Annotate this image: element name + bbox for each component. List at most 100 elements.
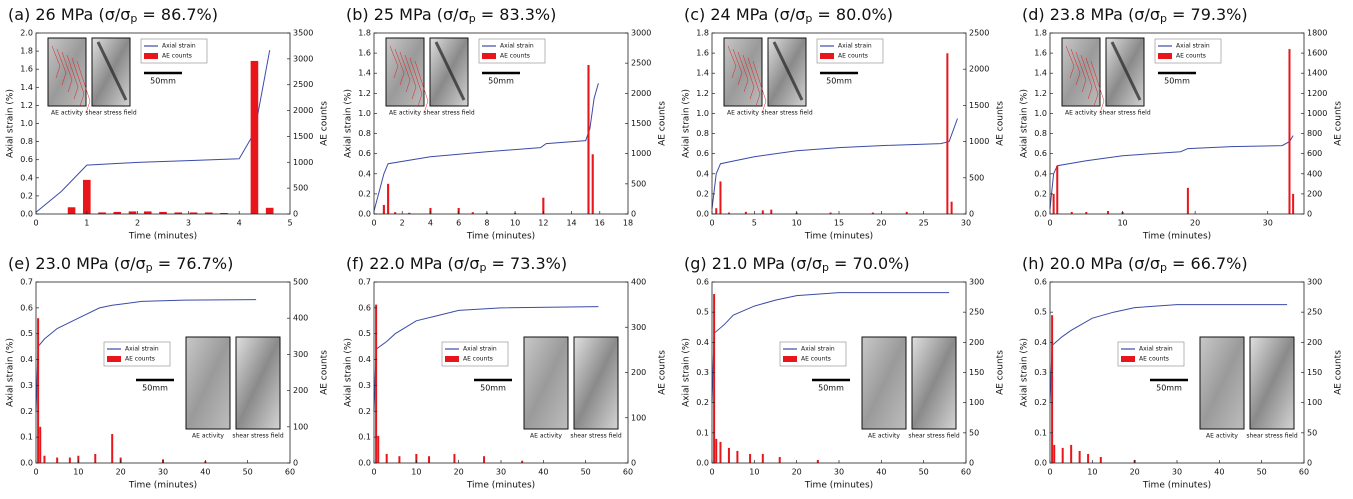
y-tick-label: 0.6 bbox=[358, 303, 371, 312]
y-axis-label: Axial strain (%) bbox=[1020, 89, 1030, 158]
title-subscript: p bbox=[1160, 12, 1167, 25]
y2-tick-label: 500 bbox=[293, 184, 308, 193]
x-tick-label: 14 bbox=[566, 219, 576, 228]
y-tick-label: 0.6 bbox=[358, 149, 371, 158]
y-tick-label: 0.4 bbox=[696, 338, 709, 347]
ae-bar bbox=[82, 179, 91, 214]
ae-bar bbox=[471, 212, 474, 214]
ae-bar bbox=[159, 211, 167, 214]
panel-title: (f) 22.0 MPa (σ/σp = 73.3%) bbox=[346, 254, 567, 275]
legend-label: Axial strain bbox=[801, 346, 835, 353]
y-tick-label: 0.2 bbox=[358, 189, 371, 198]
legend-label: Axial strain bbox=[500, 43, 534, 50]
crack-trace bbox=[1070, 48, 1081, 86]
ae-bar bbox=[715, 438, 718, 463]
crack-trace bbox=[737, 51, 749, 93]
ae-bar bbox=[1078, 450, 1081, 463]
legend-swatch bbox=[820, 53, 834, 59]
inset-ae-activity bbox=[523, 336, 569, 430]
y2-tick-label: 0 bbox=[631, 459, 636, 468]
ae-bar bbox=[744, 211, 747, 214]
ae-bar bbox=[542, 197, 545, 214]
ae-bar bbox=[250, 60, 259, 214]
ae-bar bbox=[1186, 187, 1189, 214]
legend-swatch bbox=[107, 356, 121, 362]
x-tick-label: 10 bbox=[411, 468, 421, 477]
crack-trace bbox=[394, 48, 405, 86]
x-tick-label: 20 bbox=[454, 468, 464, 477]
panel-title: (h) 20.0 MPa (σ/σp = 66.7%) bbox=[1022, 254, 1248, 275]
x-tick-label: 20 bbox=[792, 468, 802, 477]
y-tick-label: 0.0 bbox=[696, 210, 709, 219]
x-axis-label: Time (minutes) bbox=[466, 232, 535, 242]
x-tick-label: 50 bbox=[1257, 468, 1267, 477]
inset-ae-activity bbox=[47, 37, 87, 107]
panel-title: (b) 25 MPa (σ/σp = 83.3%) bbox=[346, 5, 556, 26]
legend-label: AE counts bbox=[838, 53, 868, 60]
plot-frame bbox=[1049, 32, 1305, 215]
y-tick-label: 1.0 bbox=[696, 109, 709, 118]
y2-tick-label: 500 bbox=[631, 179, 646, 188]
title-subscript: p bbox=[1160, 261, 1167, 274]
x-tick-label: 0 bbox=[709, 468, 714, 477]
title-text: = 73.3%) bbox=[486, 254, 567, 273]
y-axis-label: Axial strain (%) bbox=[6, 89, 16, 158]
ae-bar bbox=[143, 211, 152, 214]
x-tick-label: 18 bbox=[623, 219, 633, 228]
y2-tick-label: 300 bbox=[293, 350, 308, 359]
y2-tick-label: 50 bbox=[969, 428, 979, 437]
y2-tick-label: 1000 bbox=[969, 137, 989, 146]
y-tick-label: 1.8 bbox=[696, 29, 709, 38]
ae-bar bbox=[56, 457, 59, 463]
x-axis-label: Time (minutes) bbox=[804, 481, 873, 491]
y-tick-label: 1.4 bbox=[696, 69, 709, 78]
y-tick-label: 0.0 bbox=[20, 459, 33, 468]
ae-bar bbox=[1288, 49, 1291, 214]
crack-trace bbox=[732, 48, 743, 86]
y-tick-label: 0.5 bbox=[1034, 308, 1047, 317]
y2-tick-label: 600 bbox=[1307, 149, 1322, 158]
legend-label: Axial strain bbox=[162, 43, 196, 50]
y2-tick-label: 1000 bbox=[631, 149, 651, 158]
panel: (g) 21.0 MPa (σ/σp = 70.0%) 0 10 20 30 40 50 60… bbox=[682, 254, 1006, 491]
inset-label: AE activity bbox=[389, 110, 421, 117]
y2-tick-label: 3000 bbox=[293, 54, 313, 63]
ae-bar bbox=[265, 207, 274, 214]
title-text: (d) 23.8 MPa (σ/σ bbox=[1022, 5, 1160, 24]
x-tick-label: 60 bbox=[285, 468, 295, 477]
scale-label: 50mm bbox=[826, 77, 852, 86]
panel-title: (c) 24 MPa (σ/σp = 80.0%) bbox=[684, 5, 893, 26]
ae-bar bbox=[829, 212, 832, 214]
legend-label: AE counts bbox=[1176, 53, 1206, 60]
y2-tick-label: 2000 bbox=[969, 65, 989, 74]
panel: (b) 25 MPa (σ/σp = 83.3%) 0 2 4 6 8 10 12 14 16 18… bbox=[344, 5, 668, 242]
title-text: (b) 25 MPa (σ/σ bbox=[346, 5, 469, 24]
ae-bar bbox=[1292, 193, 1295, 214]
x-tick-label: 8 bbox=[484, 219, 489, 228]
title-text: (f) 22.0 MPa (σ/σ bbox=[346, 254, 479, 273]
x-axis-label: Time (minutes) bbox=[466, 481, 535, 491]
y-tick-label: 1.8 bbox=[358, 29, 371, 38]
y2-axis-label: AE counts bbox=[1334, 101, 1344, 146]
ae-bar bbox=[77, 455, 80, 463]
legend-label: AE counts bbox=[801, 356, 831, 363]
ae-bar bbox=[727, 447, 730, 463]
y-tick-label: 0.0 bbox=[358, 210, 371, 219]
x-axis-label: Time (minutes) bbox=[128, 481, 197, 491]
title-text: (a) 26 MPa (σ/σ bbox=[8, 5, 130, 24]
inset-ae-activity bbox=[861, 336, 907, 430]
x-tick-label: 0 bbox=[1047, 219, 1052, 228]
panel-title: (e) 23.0 MPa (σ/σp = 76.7%) bbox=[8, 254, 233, 275]
y2-tick-label: 1500 bbox=[969, 101, 989, 110]
legend-label: Axial strain bbox=[1176, 43, 1210, 50]
ae-bar bbox=[761, 210, 764, 214]
y2-tick-label: 200 bbox=[1307, 338, 1322, 347]
y-tick-label: 1.6 bbox=[1034, 49, 1047, 58]
ae-bar bbox=[37, 318, 40, 463]
ae-bar bbox=[1087, 453, 1090, 463]
legend-swatch bbox=[445, 356, 459, 362]
y-tick-label: 0.3 bbox=[696, 368, 709, 377]
y2-tick-label: 200 bbox=[293, 386, 308, 395]
y-tick-label: 0.1 bbox=[696, 428, 709, 437]
y-tick-label: 0.8 bbox=[1034, 129, 1047, 138]
